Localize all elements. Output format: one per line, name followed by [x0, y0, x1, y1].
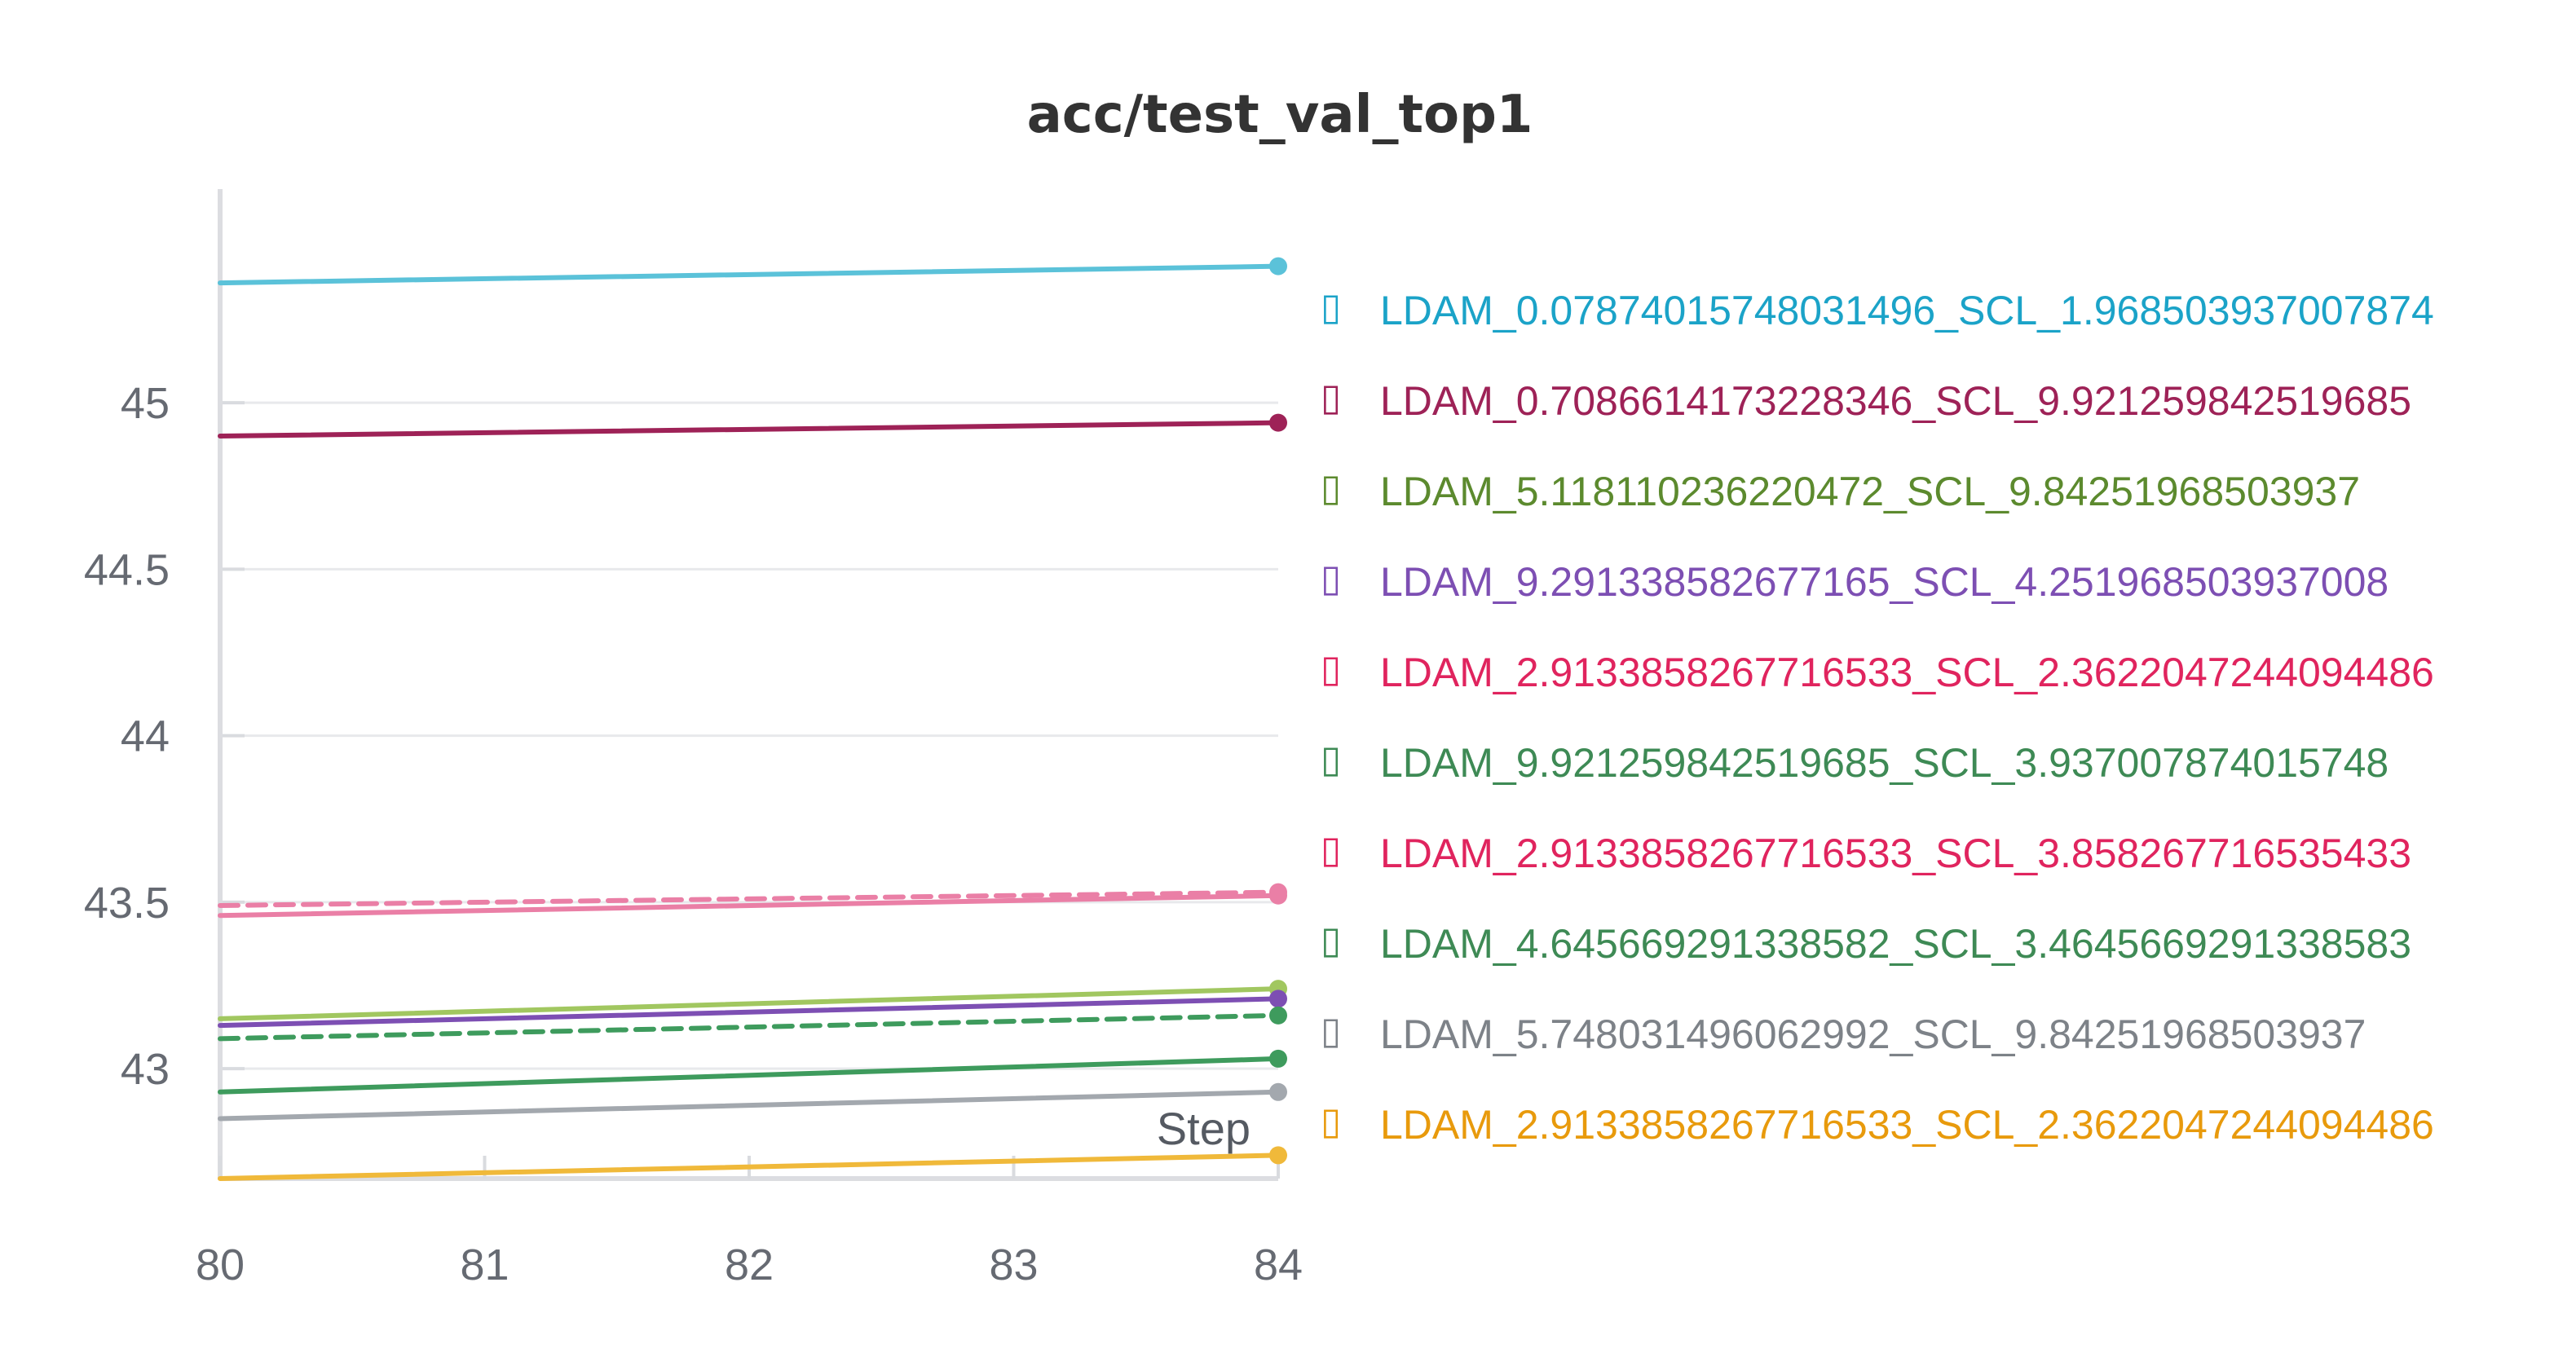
legend-label: LDAM_2.9133858267716533_SCL_2.3622047244…	[1380, 1102, 2434, 1148]
legend-swatch-icon: ▯	[1321, 737, 1341, 781]
axes: 43 43.5 44 44.5 45 80 81 82 83 84	[84, 189, 1303, 1289]
legend-label: LDAM_5.118110236220472_SCL_9.84251968503…	[1380, 469, 2360, 514]
series-end-point-2	[1269, 413, 1287, 432]
y-tick-label: 43	[121, 1045, 170, 1094]
legend-item: ▯ LDAM_9.921259842519685_SCL_3.9370078740…	[1321, 737, 2389, 786]
series-end-point-8	[1269, 1006, 1287, 1025]
series-line-9	[218, 1089, 1281, 1122]
x-tick-label: 83	[989, 1241, 1038, 1289]
series-end-point-6	[1269, 1049, 1287, 1068]
legend-label: LDAM_9.291338582677165_SCL_4.25196850393…	[1380, 559, 2389, 605]
series-line-7	[218, 889, 1281, 909]
y-tick-label: 45	[121, 379, 170, 428]
legend-item: ▯ LDAM_0.07874015748031496_SCL_1.96850393…	[1321, 284, 2434, 333]
series-line-5	[218, 892, 1281, 919]
legend-label: LDAM_4.645669291338582_SCL_3.46456692913…	[1380, 921, 2411, 967]
legend-label: LDAM_0.07874015748031496_SCL_1.968503937…	[1380, 288, 2434, 333]
series-line-8	[218, 1012, 1281, 1042]
legend-label: LDAM_9.921259842519685_SCL_3.93700787401…	[1380, 740, 2389, 786]
legend-item: ▯ LDAM_2.9133858267716533_SCL_3.858267716…	[1321, 827, 2411, 876]
legend-item: ▯ LDAM_0.7086614173228346_SCL_9.921259842…	[1321, 375, 2411, 424]
legend-item: ▯ LDAM_9.291338582677165_SCL_4.2519685039…	[1321, 556, 2389, 605]
chart-title: acc/test_val_top1	[1027, 85, 1533, 145]
legend-swatch-icon: ▯	[1321, 556, 1341, 600]
grid-lines	[220, 401, 1278, 1070]
legend-swatch-icon: ▯	[1321, 284, 1341, 328]
legend-label: LDAM_2.9133858267716533_SCL_2.3622047244…	[1380, 650, 2434, 695]
series-end-point-7	[1269, 883, 1287, 901]
series-end-point-1	[1269, 257, 1287, 275]
legend-item: ▯ LDAM_5.748031496062992_SCL_9.8425196850…	[1321, 1008, 2366, 1057]
legend-item: ▯ LDAM_2.9133858267716533_SCL_2.362204724…	[1321, 1099, 2434, 1148]
legend-item: ▯ LDAM_5.118110236220472_SCL_9.8425196850…	[1321, 465, 2360, 514]
series-end-point-4	[1269, 989, 1287, 1008]
series-line-10	[218, 1152, 1281, 1181]
legend-swatch-icon: ▯	[1321, 827, 1341, 871]
x-tick-label: 80	[196, 1241, 245, 1289]
legend-label: LDAM_0.7086614173228346_SCL_9.9212598425…	[1380, 378, 2411, 424]
legend: ▯ LDAM_0.07874015748031496_SCL_1.96850393…	[1321, 284, 2434, 1148]
y-tick-label: 44	[121, 712, 170, 761]
legend-swatch-icon: ▯	[1321, 465, 1341, 509]
x-tick-label: 82	[725, 1241, 774, 1289]
legend-swatch-icon: ▯	[1321, 375, 1341, 419]
x-axis-label: Step	[1157, 1103, 1251, 1154]
legend-label: LDAM_2.9133858267716533_SCL_3.8582677165…	[1380, 831, 2411, 876]
series-line-6	[218, 1056, 1281, 1095]
legend-item: ▯ LDAM_4.645669291338582_SCL_3.4645669291…	[1321, 918, 2411, 967]
series-end-point-10	[1269, 1146, 1287, 1165]
legend-swatch-icon: ▯	[1321, 918, 1341, 962]
legend-label: LDAM_5.748031496062992_SCL_9.84251968503…	[1380, 1011, 2366, 1057]
series-line-3	[218, 986, 1281, 1021]
series-lines	[218, 257, 1287, 1181]
legend-swatch-icon: ▯	[1321, 1008, 1341, 1052]
legend-swatch-icon: ▯	[1321, 1099, 1341, 1143]
series-line-4	[218, 996, 1281, 1029]
y-tick-label: 43.5	[84, 879, 170, 928]
series-line-1	[218, 263, 1281, 286]
legend-swatch-icon: ▯	[1321, 646, 1341, 690]
legend-item: ▯ LDAM_2.9133858267716533_SCL_2.362204724…	[1321, 646, 2434, 695]
series-line-2	[218, 420, 1281, 439]
y-tick-label: 44.5	[84, 545, 170, 594]
x-tick-label: 81	[460, 1241, 509, 1289]
series-end-point-9	[1269, 1082, 1287, 1101]
x-tick-label: 84	[1254, 1241, 1303, 1289]
